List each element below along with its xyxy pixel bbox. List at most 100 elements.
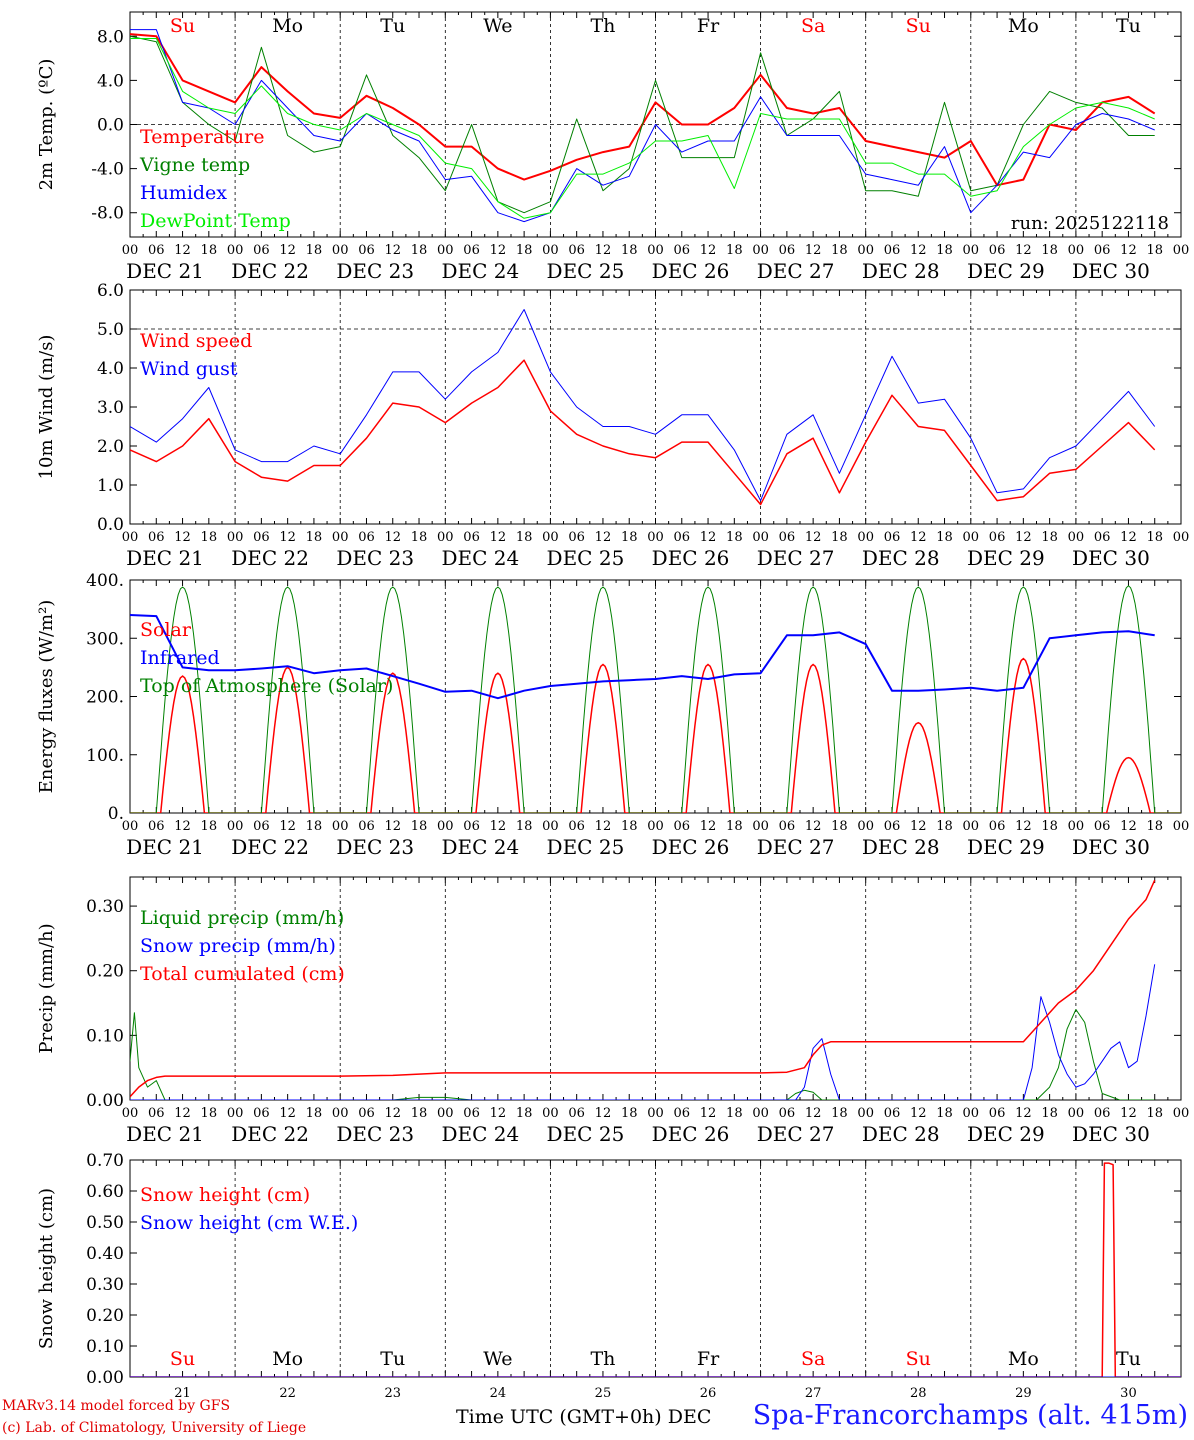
day-label: DEC 30 (1072, 835, 1150, 859)
hour-tick-label: 12 (595, 530, 612, 545)
date-number-label: 29 (1015, 1386, 1032, 1401)
day-label: DEC 29 (967, 546, 1045, 570)
weekday-label: Tu (380, 1348, 405, 1370)
panel-5: 0.00 0.10 0.20 0.30 0.40 0.50 0.60 0.70 Snow hei… (36, 1151, 1182, 1401)
weekday-label: Su (170, 1348, 195, 1370)
hour-tick-label: 18 (201, 1106, 218, 1121)
hour-tick-label: 18 (1146, 530, 1163, 545)
weekday-label: Su (906, 15, 931, 37)
hour-tick-label: 18 (621, 1106, 638, 1121)
y-axis-label: 2m Temp. (ºC) (36, 59, 57, 191)
panel-2: 0.0 1.0 2.0 3.0 4.0 5.0 6.0 10m Wind (m/s) Wind … (36, 281, 1189, 570)
day-label: DEC 24 (441, 546, 519, 570)
hour-tick-label: 18 (1146, 243, 1163, 258)
hour-tick-label: 06 (779, 819, 796, 834)
hour-tick-label: 18 (306, 243, 323, 258)
day-label: DEC 21 (126, 546, 204, 570)
hour-tick-label: 18 (936, 530, 953, 545)
y-tick-label: 0. (108, 804, 124, 824)
hour-tick-label: 18 (516, 530, 533, 545)
hour-tick-label: 18 (411, 819, 428, 834)
series-snow-height-cm- (130, 1162, 1181, 1377)
hour-tick-label: 06 (463, 243, 480, 258)
hour-tick-label: 06 (989, 530, 1006, 545)
hour-tick-label: 06 (148, 243, 165, 258)
hour-tick-label: 00 (1173, 819, 1190, 834)
hour-tick-label: 06 (884, 819, 901, 834)
y-tick-label: 4.0 (97, 71, 124, 91)
hour-tick-label: 12 (279, 1106, 296, 1121)
day-label: DEC 21 (126, 1122, 204, 1146)
hour-tick-label: 12 (595, 819, 612, 834)
hour-tick-label: 06 (358, 819, 375, 834)
y-tick-label: 2.0 (97, 437, 124, 457)
hour-tick-label: 12 (910, 819, 927, 834)
hour-tick-label: 06 (674, 243, 691, 258)
y-tick-label: 0.10 (86, 1337, 124, 1357)
day-label: DEC 25 (547, 259, 625, 283)
y-axis-label: Energy fluxes (W/m²) (36, 600, 57, 794)
day-label: DEC 28 (862, 259, 940, 283)
hour-tick-label: 12 (1120, 530, 1137, 545)
day-label: DEC 29 (967, 259, 1045, 283)
hour-tick-label: 00 (542, 819, 559, 834)
legend-entry: Humidex (140, 182, 227, 204)
hour-tick-label: 06 (884, 243, 901, 258)
hour-tick-label: 06 (253, 1106, 270, 1121)
hour-tick-label: 00 (963, 530, 980, 545)
hour-tick-label: 00 (752, 243, 769, 258)
y-tick-label: 0.10 (86, 1026, 124, 1046)
hour-tick-label: 18 (411, 1106, 428, 1121)
hour-tick-label: 12 (1015, 1106, 1032, 1121)
hour-tick-label: 18 (621, 530, 638, 545)
hour-tick-label: 18 (201, 530, 218, 545)
hour-tick-label: 12 (174, 819, 191, 834)
panel-1: -8.0 -4.0 0.0 4.0 8.0 2m Temp. (ºC) Temperatur… (36, 11, 1189, 283)
day-label: DEC 28 (862, 1122, 940, 1146)
hour-tick-label: 00 (542, 530, 559, 545)
y-tick-label: 0.0 (97, 116, 124, 136)
y-tick-label: 300. (86, 629, 124, 649)
hour-tick-label: 00 (1068, 530, 1085, 545)
hour-tick-label: 06 (1094, 1106, 1111, 1121)
y-tick-label: 0.30 (86, 897, 124, 917)
hour-tick-label: 06 (253, 819, 270, 834)
hour-tick-label: 00 (752, 819, 769, 834)
hour-tick-label: 12 (279, 243, 296, 258)
hour-tick-label: 18 (306, 819, 323, 834)
day-label: DEC 26 (652, 835, 730, 859)
weekday-label: Su (906, 1348, 931, 1370)
hour-tick-label: 18 (1146, 1106, 1163, 1121)
hour-tick-label: 12 (490, 1106, 507, 1121)
y-tick-label: 0.30 (86, 1275, 124, 1295)
weekday-label: Tu (380, 15, 405, 37)
hour-tick-label: 06 (989, 819, 1006, 834)
y-tick-label: 0.20 (86, 1306, 124, 1326)
hour-tick-label: 18 (1041, 819, 1058, 834)
hour-tick-label: 12 (805, 1106, 822, 1121)
hour-tick-label: 06 (568, 243, 585, 258)
series-solar (130, 657, 1181, 813)
hour-tick-label: 12 (1120, 1106, 1137, 1121)
hour-tick-label: 18 (936, 1106, 953, 1121)
run-label: run: 2025122118 (1011, 213, 1169, 234)
weekday-label: Th (590, 15, 615, 37)
hour-tick-label: 12 (174, 1106, 191, 1121)
hour-tick-label: 00 (647, 819, 664, 834)
hour-tick-label: 06 (674, 530, 691, 545)
date-number-label: 24 (490, 1386, 507, 1401)
hour-tick-label: 00 (437, 243, 454, 258)
panel-3: 0. 100. 200. 300. 400. Energy fluxes (W/m²) So… (36, 571, 1189, 859)
hour-tick-label: 00 (647, 243, 664, 258)
series-dewpoint-temp (130, 38, 1155, 219)
legend-entry: Liquid precip (mm/h) (140, 907, 344, 929)
series-total-cumulated-cm- (130, 879, 1156, 1098)
hour-tick-label: 00 (752, 530, 769, 545)
y-tick-label: -8.0 (91, 204, 124, 224)
hour-tick-label: 18 (516, 819, 533, 834)
hour-tick-label: 12 (384, 530, 401, 545)
legend-entry: Solar (140, 619, 192, 641)
hour-tick-label: 12 (595, 1106, 612, 1121)
hour-tick-label: 00 (752, 1106, 769, 1121)
y-tick-label: 0.00 (86, 1091, 124, 1111)
